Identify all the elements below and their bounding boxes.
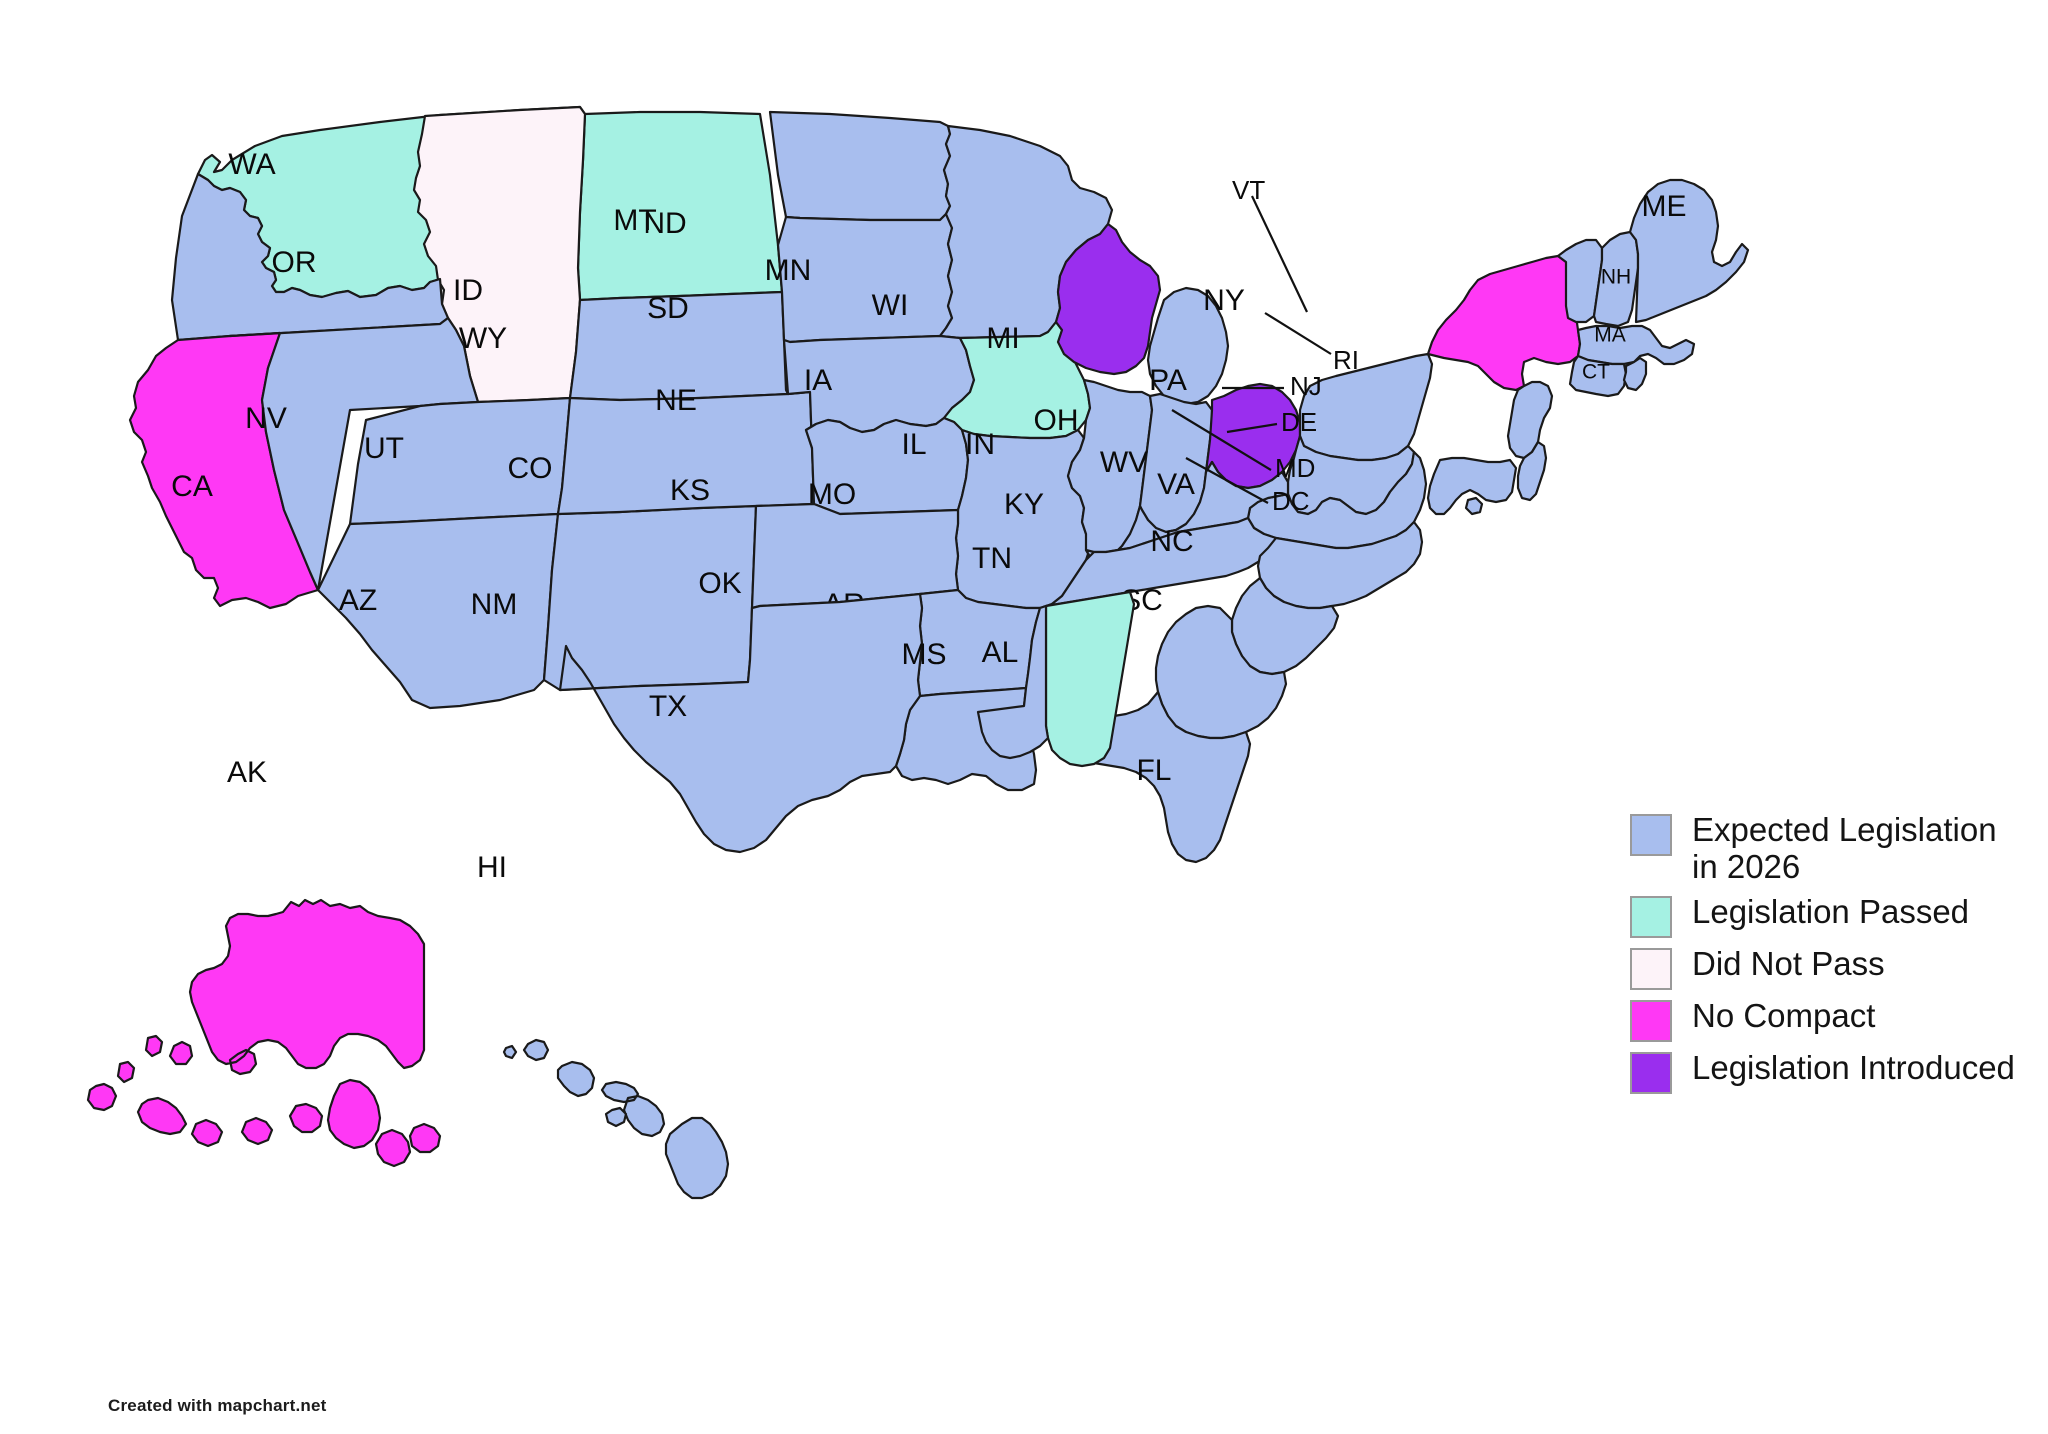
state-MT[interactable] — [576, 110, 784, 302]
state-MD[interactable] — [1426, 456, 1518, 516]
callout-line-DC — [1185, 457, 1269, 504]
state-label-HI: HI — [477, 851, 507, 884]
state-MO[interactable] — [954, 428, 1092, 610]
state-KS[interactable] — [804, 416, 970, 516]
state-label-AK: AK — [227, 756, 267, 789]
state-NY[interactable] — [1426, 254, 1582, 392]
state-UT[interactable] — [348, 396, 572, 526]
state-AK[interactable] — [86, 898, 442, 1168]
callout-line-MD — [1171, 409, 1272, 471]
state-CT[interactable] — [1568, 354, 1628, 398]
callout-DC: DC — [1185, 457, 1310, 516]
callout-line-DE — [1226, 422, 1278, 434]
callout-NJ: NJ — [1222, 371, 1322, 401]
map-legend: Expected Legislation in 2026 Legislation… — [1630, 811, 2030, 1102]
state-WY[interactable] — [568, 290, 790, 402]
state-CO[interactable] — [556, 390, 816, 516]
callout-line-VT — [1251, 195, 1308, 313]
legend-swatch-passed — [1630, 895, 1672, 938]
callout-line-RI — [1264, 312, 1332, 355]
state-MA[interactable] — [1576, 324, 1696, 366]
callout-label-RI: RI — [1333, 345, 1359, 375]
state-TX[interactable] — [558, 592, 924, 854]
state-DE[interactable] — [1516, 440, 1548, 502]
legend-swatch-did-not-pass — [1630, 947, 1672, 990]
legend-swatch-introduced — [1630, 1051, 1672, 1094]
legend-label-no-compact: No Compact — [1692, 996, 1876, 1034]
state-DC[interactable] — [1464, 496, 1484, 516]
legend-label-expected-2026: Expected Legislation in 2026 — [1692, 811, 1997, 885]
state-MI[interactable] — [1146, 286, 1230, 406]
legend-swatch-no-compact — [1630, 999, 1672, 1042]
legend-item-introduced[interactable]: Legislation Introduced — [1630, 1048, 2030, 1094]
state-WI[interactable] — [1054, 222, 1162, 376]
legend-label-did-not-pass: Did Not Pass — [1692, 944, 1885, 982]
legend-label-passed: Legislation Passed — [1692, 892, 1970, 930]
callout-label-DE: DE — [1281, 407, 1317, 437]
legend-item-passed[interactable]: Legislation Passed — [1630, 892, 2030, 938]
legend-label-introduced: Legislation Introduced — [1692, 1048, 2015, 1086]
state-MS[interactable] — [976, 604, 1050, 760]
state-HI-group[interactable]: HI — [477, 851, 730, 1200]
callout-label-DC: DC — [1272, 486, 1310, 516]
callout-VT: VT — [1232, 175, 1308, 313]
legend-item-did-not-pass[interactable]: Did Not Pass — [1630, 944, 2030, 990]
callout-label-MD: MD — [1275, 453, 1315, 483]
state-SD[interactable] — [776, 212, 954, 344]
state-HI[interactable] — [502, 1038, 730, 1200]
callout-label-NJ: NJ — [1290, 371, 1322, 401]
state-AZ[interactable] — [316, 512, 560, 710]
callout-label-VT: VT — [1232, 175, 1265, 205]
state-NV[interactable] — [228, 316, 480, 592]
legend-item-no-compact[interactable]: No Compact — [1630, 996, 2030, 1042]
attribution-text: Created with mapchart.net — [108, 1396, 327, 1415]
state-ME[interactable] — [1628, 178, 1750, 324]
callout-MD: MD — [1171, 409, 1315, 483]
callout-DE: DE — [1226, 407, 1317, 437]
legend-swatch-expected-2026 — [1630, 814, 1672, 856]
state-RI[interactable] — [1622, 356, 1648, 392]
legend-item-expected-2026[interactable]: Expected Legislation in 2026 — [1630, 811, 2030, 886]
state-ND[interactable] — [768, 110, 952, 222]
callout-RI: RI — [1264, 312, 1359, 375]
state-NJ[interactable] — [1506, 380, 1554, 460]
